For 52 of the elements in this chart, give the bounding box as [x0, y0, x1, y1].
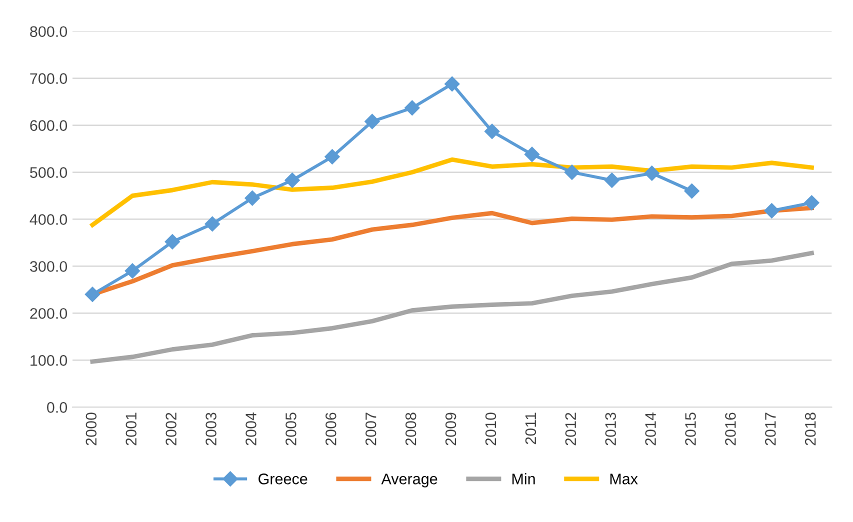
legend-label: Min — [512, 473, 535, 484]
point — [644, 166, 660, 181]
y-tick-label: 500.0 — [30, 167, 68, 178]
x-tick-label: 2010 — [485, 412, 496, 446]
x-tick-label: 2005 — [286, 412, 296, 446]
point — [604, 172, 620, 188]
point — [204, 216, 220, 232]
x-tick-label: 2018 — [804, 412, 816, 446]
y-tick-label: 0.0 — [47, 402, 68, 413]
x-tick-label: 2012 — [565, 412, 576, 446]
legend-label: Greece — [258, 474, 308, 484]
line-series — [90, 157, 814, 228]
y-tick-label: 700.0 — [30, 73, 68, 84]
x-tick-label: 2014 — [645, 412, 656, 446]
point — [444, 76, 460, 92]
x-tick-label: 2002 — [166, 412, 176, 446]
y-tick-label: 400.0 — [30, 214, 68, 225]
x-tick-label: 2003 — [206, 412, 216, 446]
x-tick-label: 2015 — [685, 412, 696, 446]
y-tick-label: 800.0 — [30, 26, 68, 38]
point — [244, 190, 260, 206]
line-series — [90, 250, 814, 364]
point — [124, 263, 140, 278]
point — [164, 234, 180, 250]
x-tick-label: 2016 — [725, 412, 736, 446]
point — [364, 114, 380, 130]
x-tick-label: 2007 — [365, 412, 376, 446]
x-tick-label: 2008 — [405, 412, 416, 446]
x-tick-label: 2017 — [765, 412, 776, 446]
point — [484, 124, 500, 139]
y-tick-label: 300.0 — [30, 261, 68, 272]
y-tick-label: 200.0 — [30, 308, 68, 319]
x-tick-label: 2013 — [605, 412, 616, 446]
x-tick-label: 2004 — [246, 412, 256, 446]
point — [684, 183, 700, 199]
point — [324, 149, 340, 164]
point — [764, 203, 780, 218]
point — [404, 100, 420, 116]
x-tick-label: 2000 — [86, 412, 97, 446]
y-tick-label: 100.0 — [30, 355, 68, 366]
point — [284, 172, 300, 188]
y-tick-label: 600.0 — [30, 120, 68, 131]
point — [804, 195, 820, 210]
point — [524, 146, 540, 162]
legend-label: Max — [610, 474, 638, 484]
x-tick-label: 2009 — [445, 412, 456, 446]
point — [84, 286, 100, 302]
x-tick-label: 2011 — [525, 412, 536, 444]
legend-label: Average — [381, 474, 438, 488]
x-tick-label: 2006 — [326, 412, 336, 446]
x-tick-label: 2001 — [126, 412, 137, 446]
point — [564, 164, 580, 180]
